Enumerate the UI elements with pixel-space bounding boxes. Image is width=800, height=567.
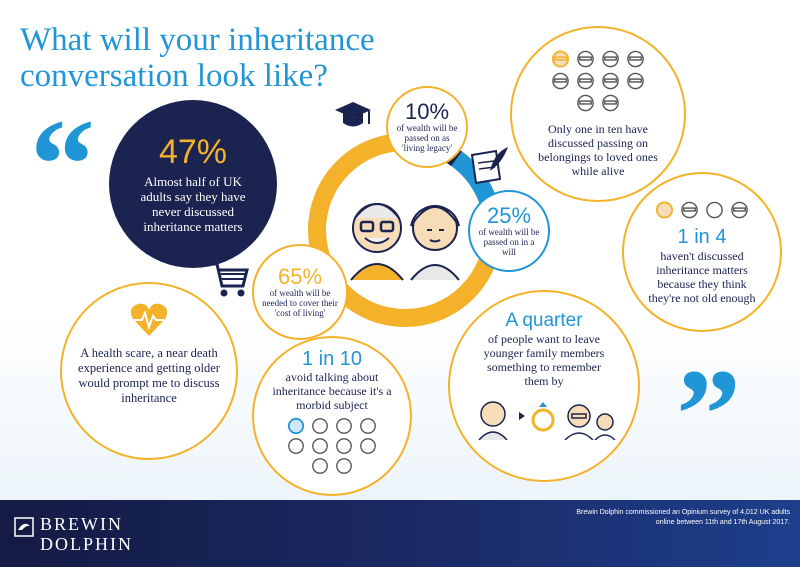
person-icon — [731, 201, 748, 219]
person-highlight-icon — [655, 201, 674, 219]
person-icon — [360, 438, 376, 454]
stat-47-circle: 47% Almost half of UK adults say they ha… — [109, 100, 277, 268]
stat-65-bubble: 65% of wealth will be needed to cover th… — [252, 244, 348, 340]
heart-pulse-icon — [130, 303, 168, 336]
people-grid-10-morbid — [276, 416, 388, 476]
person-icon — [602, 94, 619, 112]
arrow-right-icon — [519, 412, 525, 420]
logo-line-1: BREWIN — [40, 514, 123, 534]
ring-box-icon — [531, 402, 555, 432]
one-in-ten-morbid-text: avoid talking about inheritance because … — [272, 370, 392, 412]
open-quote-mark: “ — [30, 93, 95, 237]
person-icon — [577, 72, 594, 90]
one-in-four-value: 1 in 4 — [677, 226, 727, 248]
stat-47-value: 47% — [158, 133, 228, 171]
close-quote-mark: ” — [676, 343, 741, 487]
brewin-dolphin-logo-icon — [14, 517, 34, 537]
child-icon — [594, 413, 616, 440]
ring-gift-illustration — [478, 401, 616, 440]
person-icon — [336, 418, 352, 434]
grandfather-icon — [564, 404, 594, 440]
person-icon — [681, 201, 698, 219]
one-in-ten-alive-bubble: Only one in ten have discussed passing o… — [510, 26, 686, 202]
graduation-cap-icon — [335, 102, 371, 127]
person-icon — [627, 72, 644, 90]
stat-25-value: 25% — [486, 203, 532, 228]
person-icon — [312, 418, 328, 434]
one-in-four-bubble: 1 in 4 haven't discussed inheritance mat… — [622, 172, 782, 332]
person-icon — [552, 72, 569, 90]
person-icon — [577, 50, 594, 68]
person-icon — [288, 438, 304, 454]
people-grid-10 — [538, 48, 658, 114]
stat-65-value: 65% — [277, 264, 323, 289]
person-icon — [602, 72, 619, 90]
page-title: What will your inheritance conversation … — [20, 22, 375, 94]
person-icon — [602, 50, 619, 68]
stat-10-value: 10% — [404, 99, 450, 124]
logo-line-2: DOLPHIN — [40, 534, 133, 554]
person-highlight-icon — [287, 417, 305, 435]
stat-25-bubble: 25% of wealth will be passed on in a wil… — [468, 190, 550, 272]
shopping-cart-icon — [209, 262, 249, 297]
person-icon — [312, 438, 328, 454]
one-in-ten-morbid-value: 1 in 10 — [301, 348, 363, 370]
one-in-four-text: haven't discussed inheritance matters be… — [648, 249, 756, 305]
person-icon — [312, 458, 328, 474]
stat-10-text: of wealth will be passed on as 'living l… — [396, 123, 458, 153]
person-icon — [577, 94, 594, 112]
stat-10-bubble: 10% of wealth will be passed on as 'livi… — [386, 86, 468, 168]
one-in-ten-morbid-bubble: 1 in 10 avoid talking about inheritance … — [252, 336, 412, 496]
footer-survey-note: Brewin Dolphin commissioned an Opinium s… — [576, 509, 790, 526]
person-highlight-icon — [551, 50, 570, 68]
footer-bar — [0, 500, 800, 567]
grandmother-icon — [478, 401, 508, 440]
one-in-ten-alive-text: Only one in ten have discussed passing o… — [538, 122, 658, 178]
person-icon — [360, 418, 376, 434]
person-icon — [336, 438, 352, 454]
stat-25-text: of wealth will be passed on in a will — [478, 227, 540, 257]
person-icon — [627, 50, 644, 68]
a-quarter-text: of people want to leave younger family m… — [483, 332, 605, 388]
elderly-couple-icon — [350, 203, 460, 281]
stat-47-text: Almost half of UK adults say they have n… — [140, 174, 246, 234]
people-row-4 — [654, 199, 750, 221]
a-quarter-bubble: A quarter of people want to leave younge… — [448, 290, 640, 482]
health-scare-text: A health scare, a near death experience … — [78, 346, 220, 405]
health-scare-bubble: A health scare, a near death experience … — [60, 282, 238, 460]
a-quarter-value: A quarter — [505, 310, 583, 331]
stat-65-text: of wealth will be needed to cover their … — [262, 288, 338, 318]
person-icon — [336, 458, 352, 474]
quill-paper-icon — [470, 147, 508, 185]
person-icon — [706, 201, 723, 219]
